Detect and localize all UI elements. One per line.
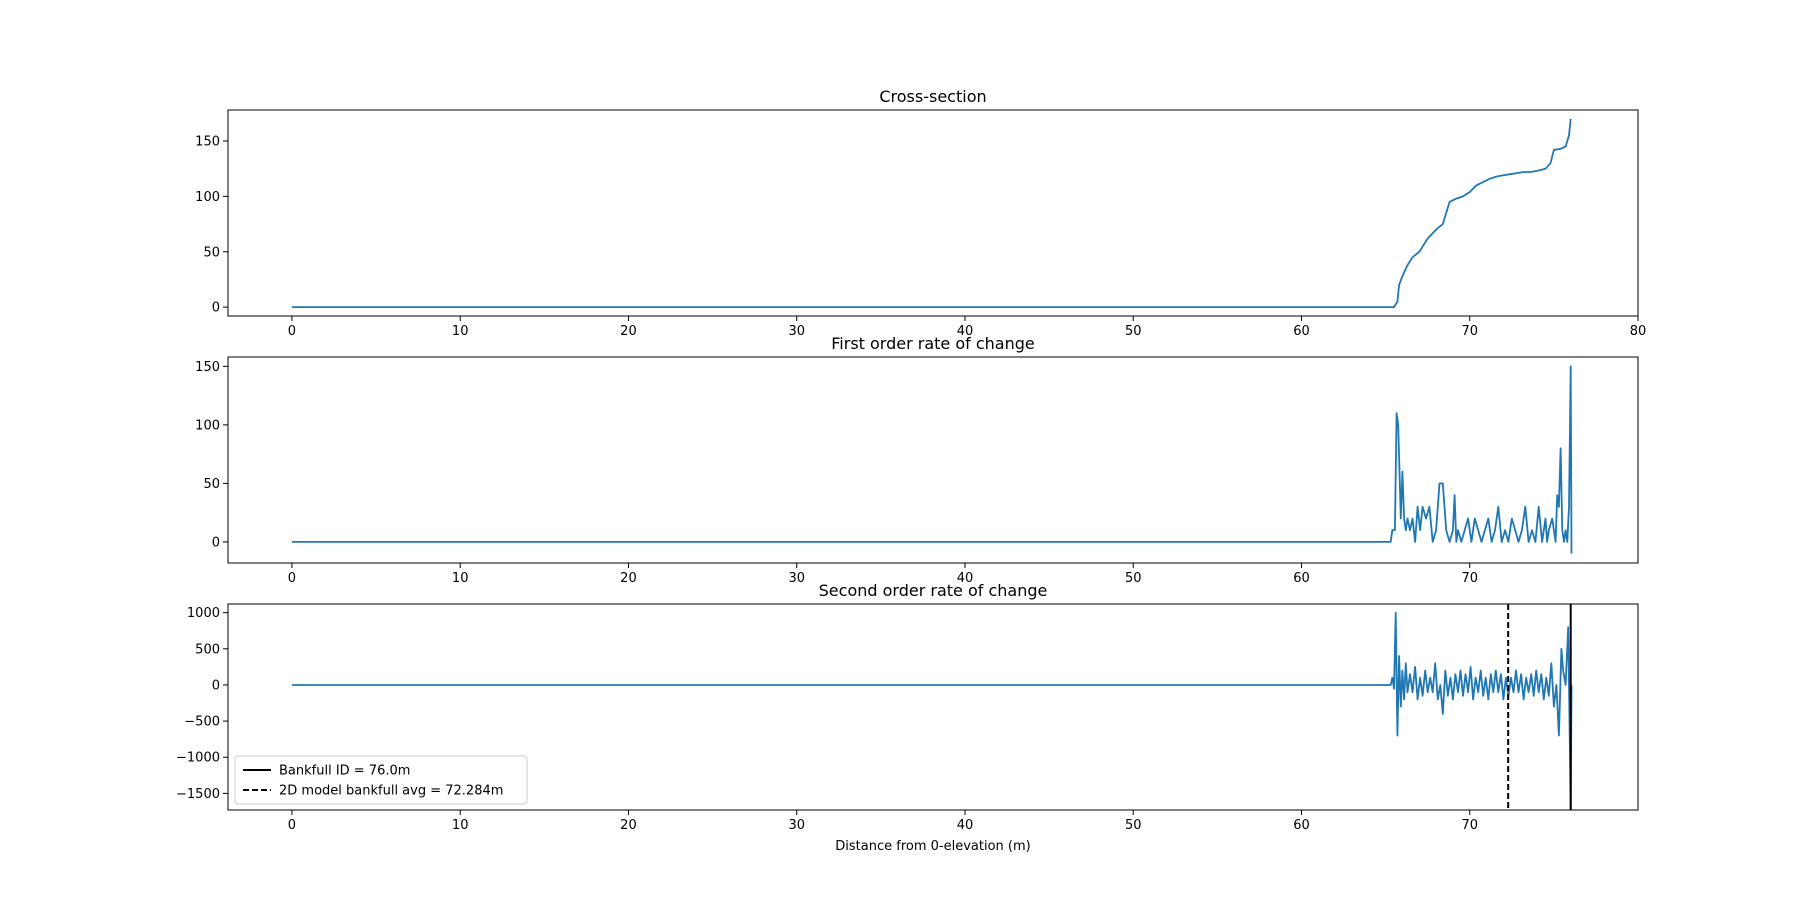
tick-group: 0 10 20 30 40 50 60 70 0 50 100 150 bbox=[195, 360, 1478, 586]
x-tick-label: 70 bbox=[1461, 571, 1478, 586]
series-line bbox=[291, 365, 1573, 554]
x-tick-label: 20 bbox=[620, 818, 637, 833]
legend-label-2d-model: 2D model bankfull avg = 72.284m bbox=[279, 784, 503, 799]
y-tick-label: 0 bbox=[212, 678, 220, 693]
x-tick-label: 20 bbox=[620, 571, 637, 586]
first-order-panel: 0 10 20 30 40 50 60 70 0 50 100 150 First order rat… bbox=[195, 334, 1639, 586]
axes-frame bbox=[227, 356, 1639, 564]
axes-frame bbox=[227, 109, 1639, 317]
legend-box bbox=[234, 755, 528, 805]
y-tick-label: 0 bbox=[212, 301, 220, 316]
x-tick-label: 10 bbox=[452, 571, 469, 586]
y-tick-label: 1000 bbox=[187, 606, 220, 621]
x-tick-label: 60 bbox=[1293, 324, 1310, 339]
x-tick-label: 80 bbox=[1630, 324, 1647, 339]
x-tick-label: 60 bbox=[1293, 818, 1310, 833]
y-tick-label: 150 bbox=[195, 135, 220, 150]
y-tick-label: 50 bbox=[203, 245, 220, 260]
x-axis-label: Distance from 0-elevation (m) bbox=[835, 839, 1030, 854]
legend-label-bankfull: Bankfull ID = 76.0m bbox=[279, 764, 410, 779]
y-tick-label: 0 bbox=[212, 535, 220, 550]
x-tick-label: 40 bbox=[957, 324, 974, 339]
y-tick-label: 500 bbox=[195, 642, 220, 657]
plot-area bbox=[291, 118, 1572, 309]
x-tick-label: 20 bbox=[620, 324, 637, 339]
x-tick-label: 70 bbox=[1461, 818, 1478, 833]
x-tick-label: 50 bbox=[1125, 571, 1142, 586]
panel-title: First order rate of change bbox=[831, 334, 1034, 353]
series-line bbox=[291, 118, 1572, 309]
x-tick-label: 30 bbox=[788, 818, 805, 833]
series-line bbox=[291, 611, 1573, 809]
y-tick-label: 100 bbox=[195, 418, 220, 433]
panel-title: Second order rate of change bbox=[819, 581, 1048, 600]
x-tick-label: 50 bbox=[1125, 324, 1142, 339]
tick-group: 0 10 20 30 40 50 60 70 80 0 50 100 150 bbox=[195, 135, 1646, 339]
x-tick-label: 70 bbox=[1461, 324, 1478, 339]
x-tick-label: 0 bbox=[288, 571, 296, 586]
x-tick-label: 40 bbox=[957, 571, 974, 586]
y-tick-label: −1500 bbox=[176, 787, 220, 802]
x-tick-label: 0 bbox=[288, 818, 296, 833]
tick-group: 0 10 20 30 40 50 60 70 1000 500 0 −500 −1000 −1500 bbox=[176, 606, 1478, 833]
y-tick-label: −500 bbox=[184, 715, 220, 730]
legend: Bankfull ID = 76.0m 2D model bankfull av… bbox=[234, 755, 528, 805]
x-tick-label: 30 bbox=[788, 571, 805, 586]
panel-title: Cross-section bbox=[879, 87, 986, 106]
x-tick-label: 30 bbox=[788, 324, 805, 339]
y-tick-label: 100 bbox=[195, 190, 220, 205]
y-tick-label: 150 bbox=[195, 360, 220, 375]
x-tick-label: 50 bbox=[1125, 818, 1142, 833]
x-tick-label: 10 bbox=[452, 818, 469, 833]
plot-area bbox=[291, 365, 1573, 554]
x-tick-label: 0 bbox=[288, 324, 296, 339]
x-tick-label: 40 bbox=[957, 818, 974, 833]
y-tick-label: −1000 bbox=[176, 751, 220, 766]
x-tick-label: 10 bbox=[452, 324, 469, 339]
plot-area bbox=[291, 604, 1573, 810]
second-order-panel: 0 10 20 30 40 50 60 70 1000 500 0 −500 −1000 −1500 Se… bbox=[176, 581, 1639, 854]
axes-frame bbox=[227, 603, 1639, 811]
x-tick-label: 60 bbox=[1293, 571, 1310, 586]
cross-section-panel: Cross-section 0 10 20 30 40 50 60 70 80 0 50 100 150 bbox=[195, 87, 1646, 339]
y-tick-label: 50 bbox=[203, 477, 220, 492]
